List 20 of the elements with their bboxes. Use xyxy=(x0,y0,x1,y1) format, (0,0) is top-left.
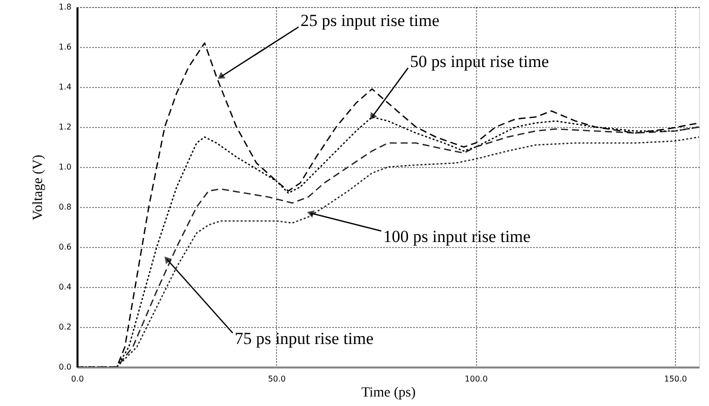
y-tick-label: 0.0 xyxy=(58,362,72,372)
x-tick-label: 50.0 xyxy=(268,374,286,384)
x-axis-title: Time (ps) xyxy=(361,386,416,400)
annotation: 100 ps input rise time xyxy=(383,227,531,246)
annotation: 75 ps input rise time xyxy=(234,329,374,348)
x-tick-label: 0.0 xyxy=(71,374,84,384)
y-axis-title: Voltage (V) xyxy=(30,154,46,220)
y-tick-label: 0.6 xyxy=(58,242,72,252)
annotation: 25 ps input rise time xyxy=(300,11,440,30)
y-tick-label: 0.4 xyxy=(58,282,72,292)
x-tick-label: 100.0 xyxy=(464,374,488,384)
x-tick-label: 150.0 xyxy=(664,374,688,384)
y-tick-label: 0.8 xyxy=(58,202,72,212)
y-tick-label: 1.2 xyxy=(58,122,72,132)
y-tick-label: 1.8 xyxy=(58,2,72,12)
y-tick-label: 1.4 xyxy=(58,82,72,92)
y-tick-label: 1.0 xyxy=(58,162,72,172)
y-tick-label: 0.2 xyxy=(58,322,72,332)
y-tick-label: 1.6 xyxy=(58,42,72,52)
annotation: 50 ps input rise time xyxy=(410,52,549,71)
